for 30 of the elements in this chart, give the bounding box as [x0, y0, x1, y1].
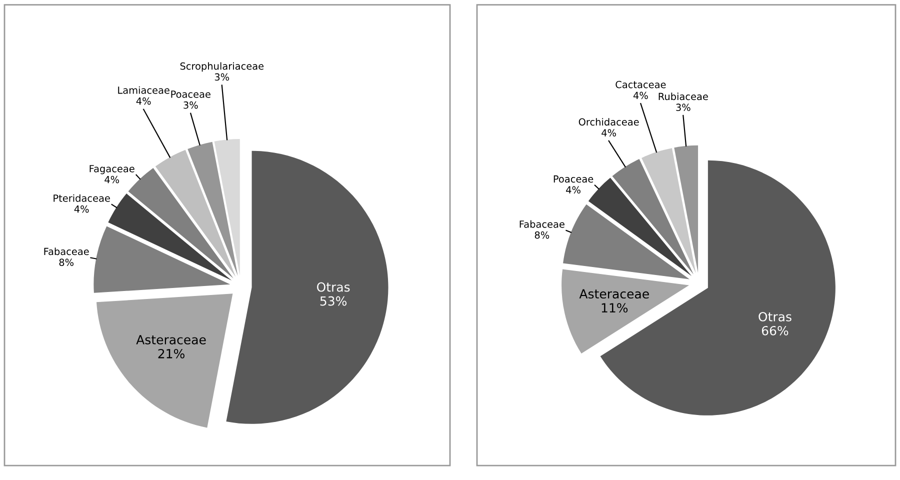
slice-label: Asteraceae: [579, 289, 649, 299]
data-label: 4%: [74, 205, 89, 213]
data-label: 8%: [534, 231, 550, 239]
slice-label: Cactaceae: [616, 80, 666, 88]
data-label: 3%: [676, 104, 690, 112]
data-label: 53%: [320, 296, 347, 306]
data-label: 4%: [136, 97, 151, 105]
slice-label: Fabaceae: [520, 220, 564, 228]
slice-label: Asteraceae: [136, 335, 206, 344]
slice-label: Otras: [758, 312, 792, 322]
data-label: 3%: [184, 101, 198, 109]
data-label: 66%: [762, 326, 788, 336]
data-label: 4%: [633, 92, 648, 100]
slice-label: Lamiaceae: [118, 86, 170, 94]
data-label: 21%: [158, 348, 184, 358]
data-label: 4%: [566, 186, 580, 194]
data-label: 11%: [602, 303, 628, 313]
slice-label: Pteridaceae: [54, 194, 110, 202]
slice-label: Rubiaceae: [658, 92, 708, 100]
data-label: 4%: [104, 176, 120, 184]
data-label: 3%: [214, 73, 230, 81]
slice-label: Fagaceae: [90, 165, 134, 174]
slice-label: Otras: [316, 282, 350, 292]
slice-label: Poaceae: [171, 90, 210, 98]
slice-label: Fabaceae: [44, 248, 89, 256]
slice-label: Poaceae: [554, 175, 594, 183]
slice-label: Orchidaceae: [578, 118, 639, 126]
data-label: 4%: [602, 129, 616, 136]
data-label: 8%: [59, 258, 74, 266]
slice-label: Scrophulariaceae: [180, 62, 264, 72]
